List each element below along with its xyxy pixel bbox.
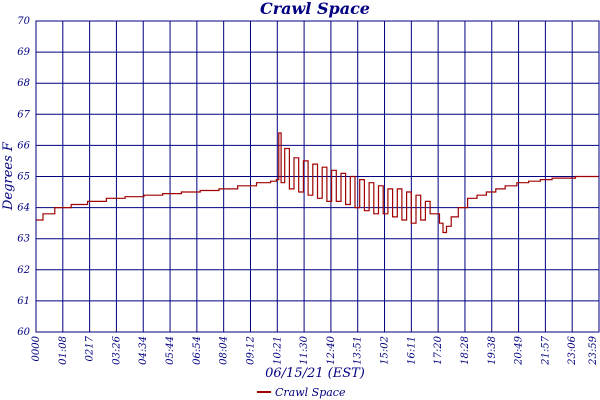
x-tick-label: 0000 [31, 335, 42, 361]
x-tick-label: 18:28 [460, 336, 471, 365]
x-axis-label: 06/15/21 (EST) [265, 366, 365, 381]
y-tick-label: 66 [17, 140, 30, 151]
x-tick-label: 10:21 [272, 336, 283, 365]
y-tick-label: 65 [17, 172, 30, 183]
y-tick-label: 64 [17, 203, 30, 214]
plot-border [35, 20, 600, 333]
chart-title: Crawl Space [260, 0, 370, 18]
x-tick-label: 01:08 [58, 336, 69, 365]
y-tick-label: 61 [17, 296, 30, 307]
x-tick-label: 16:11 [406, 336, 417, 365]
y-tick-label: 63 [17, 234, 30, 245]
x-tick-label: 23:59 [588, 335, 599, 365]
x-tick-label: 08:04 [219, 336, 230, 365]
x-tick-label: 03:26 [111, 335, 122, 364]
x-tick-label: 15:02 [380, 336, 391, 365]
x-tick-label: 05:44 [165, 336, 176, 365]
x-tick-label: 11:30 [299, 335, 310, 364]
series-group [36, 132, 599, 234]
x-tick-label: 04:34 [138, 336, 149, 365]
x-tick-label: 12:40 [326, 335, 337, 364]
x-tick-label: 17:20 [433, 335, 444, 364]
y-tick-label: 62 [17, 265, 30, 276]
x-tick-label: 21:57 [540, 335, 551, 365]
x-tick-label: 20:49 [514, 335, 525, 365]
y-tick-label: 60 [17, 327, 30, 338]
legend: Crawl Space [257, 386, 346, 399]
x-tick-label: 23:06 [567, 335, 578, 365]
y-tick-labels: 60 61 62 63 64 65 66 67 68 69 70 [17, 16, 30, 338]
legend-label: Crawl Space [275, 386, 346, 399]
x-tick-label: 06:54 [192, 336, 203, 365]
series-line [36, 132, 599, 234]
y-tick-label: 70 [17, 16, 30, 27]
x-tick-label: 13:51 [353, 336, 364, 365]
x-tick-labels: 0000 01:08 0217 03:26 04:34 05:44 06:54 08:04 09… [31, 335, 599, 365]
x-tick-label: 0217 [85, 335, 96, 361]
y-tick-label: 69 [17, 47, 30, 58]
x-tick-label: 19:38 [487, 336, 498, 365]
y-tick-label: 68 [17, 78, 30, 89]
x-tick-label: 09:12 [245, 336, 256, 365]
y-axis-label: Degrees F [1, 141, 16, 211]
y-tick-label: 67 [17, 109, 30, 120]
